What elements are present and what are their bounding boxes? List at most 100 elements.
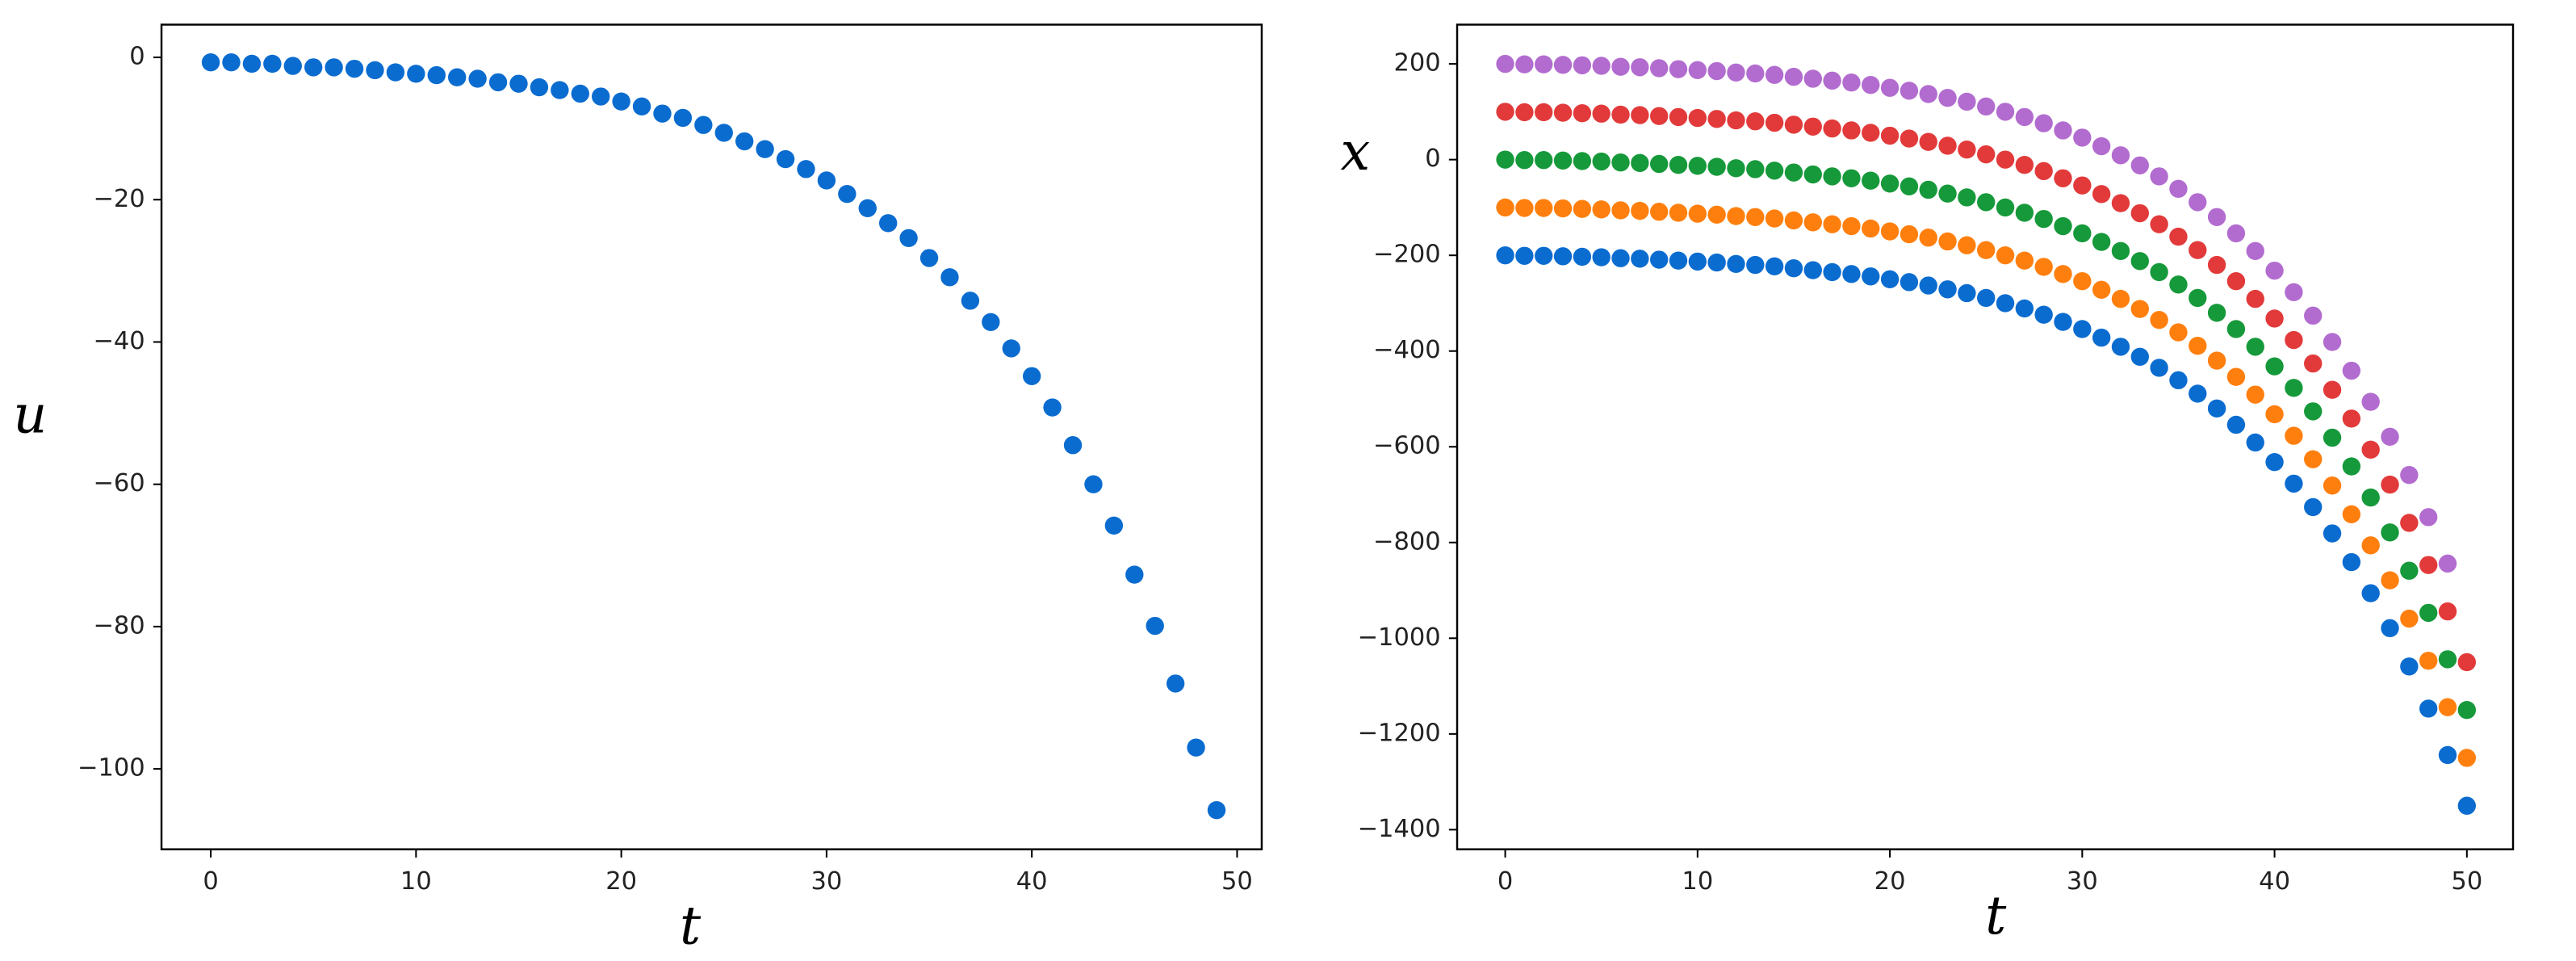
point: [1573, 199, 1592, 218]
point: [1592, 248, 1611, 266]
point: [2400, 561, 2419, 580]
y-tick-label: 0: [129, 43, 145, 71]
point: [2092, 136, 2111, 156]
point: [2189, 241, 2207, 259]
point: [2438, 554, 2457, 573]
point: [2054, 313, 2072, 331]
point: [1669, 155, 1688, 174]
point: [961, 292, 980, 310]
x-tick-label: 50: [1221, 867, 1253, 896]
point: [2457, 749, 2477, 767]
point: [1688, 108, 1707, 128]
point: [2285, 379, 2303, 397]
point: [1900, 82, 1919, 100]
point: [2323, 333, 2342, 351]
point: [2265, 357, 2284, 376]
point: [2400, 514, 2419, 532]
point: [1611, 249, 1630, 267]
point: [2189, 384, 2207, 403]
point: [1842, 73, 1861, 92]
point: [2015, 251, 2034, 270]
point: [2034, 114, 2053, 132]
point: [2361, 392, 2380, 411]
point: [2381, 523, 2399, 542]
point: [2246, 289, 2264, 308]
point: [2111, 146, 2130, 165]
point: [1535, 246, 1553, 265]
point: [1496, 198, 1514, 217]
point: [1573, 247, 1592, 266]
point: [2207, 304, 2226, 322]
y-tick-label: −200: [1373, 241, 1441, 269]
y-tick-label: −100: [77, 754, 145, 783]
point: [2285, 330, 2303, 350]
point: [1880, 222, 1900, 241]
point: [1669, 107, 1688, 127]
y-tick-label: −600: [1373, 432, 1441, 460]
point: [1862, 171, 1880, 190]
point: [2381, 475, 2399, 494]
point: [2361, 584, 2380, 602]
point: [2419, 508, 2438, 527]
point: [2189, 337, 2207, 355]
point: [1977, 193, 1996, 212]
point: [1938, 89, 1957, 107]
point: [1515, 151, 1534, 170]
y-axis-label: x: [1341, 122, 1371, 183]
point: [2015, 204, 2034, 222]
point: [571, 84, 589, 103]
point: [2438, 650, 2457, 669]
point: [1842, 121, 1861, 140]
point: [1146, 616, 1164, 636]
point: [2342, 409, 2361, 428]
point: [1880, 270, 1900, 288]
point: [1919, 229, 1937, 247]
point: [2226, 415, 2246, 434]
point: [1592, 57, 1611, 75]
point: [1784, 115, 1803, 134]
point: [1862, 219, 1880, 238]
point: [899, 229, 918, 248]
point: [2034, 162, 2053, 181]
point: [386, 63, 405, 82]
point: [940, 268, 959, 287]
point: [2073, 271, 2092, 291]
point: [1880, 126, 1900, 145]
point: [427, 65, 446, 85]
point: [1553, 247, 1573, 266]
plot-frame: [160, 23, 1263, 850]
point: [1592, 200, 1611, 219]
point: [2304, 306, 2323, 325]
point: [2073, 224, 2092, 243]
point: [1631, 58, 1649, 77]
point: [1688, 252, 1707, 271]
point: [2381, 571, 2399, 590]
point: [1803, 117, 1822, 136]
point: [1553, 151, 1573, 170]
point: [1611, 153, 1630, 172]
point: [2457, 796, 2477, 815]
point: [2265, 453, 2284, 472]
point: [2092, 280, 2111, 300]
point: [982, 313, 1000, 331]
point: [1996, 245, 2015, 265]
point: [1573, 152, 1592, 170]
point: [2246, 241, 2264, 261]
point: [1592, 152, 1611, 171]
y-tick-label: −40: [93, 327, 145, 355]
point: [1611, 57, 1630, 76]
point: [1823, 167, 1841, 186]
point: [1125, 565, 1144, 584]
point: [1996, 150, 2015, 169]
point: [1823, 71, 1841, 90]
point: [776, 149, 795, 169]
point: [2226, 224, 2246, 243]
point: [1553, 103, 1573, 122]
point: [1669, 251, 1688, 270]
point: [1515, 199, 1534, 217]
point: [1535, 199, 1553, 217]
point: [2111, 194, 2130, 212]
y-tick-label: −80: [93, 611, 145, 640]
point: [1707, 205, 1726, 224]
